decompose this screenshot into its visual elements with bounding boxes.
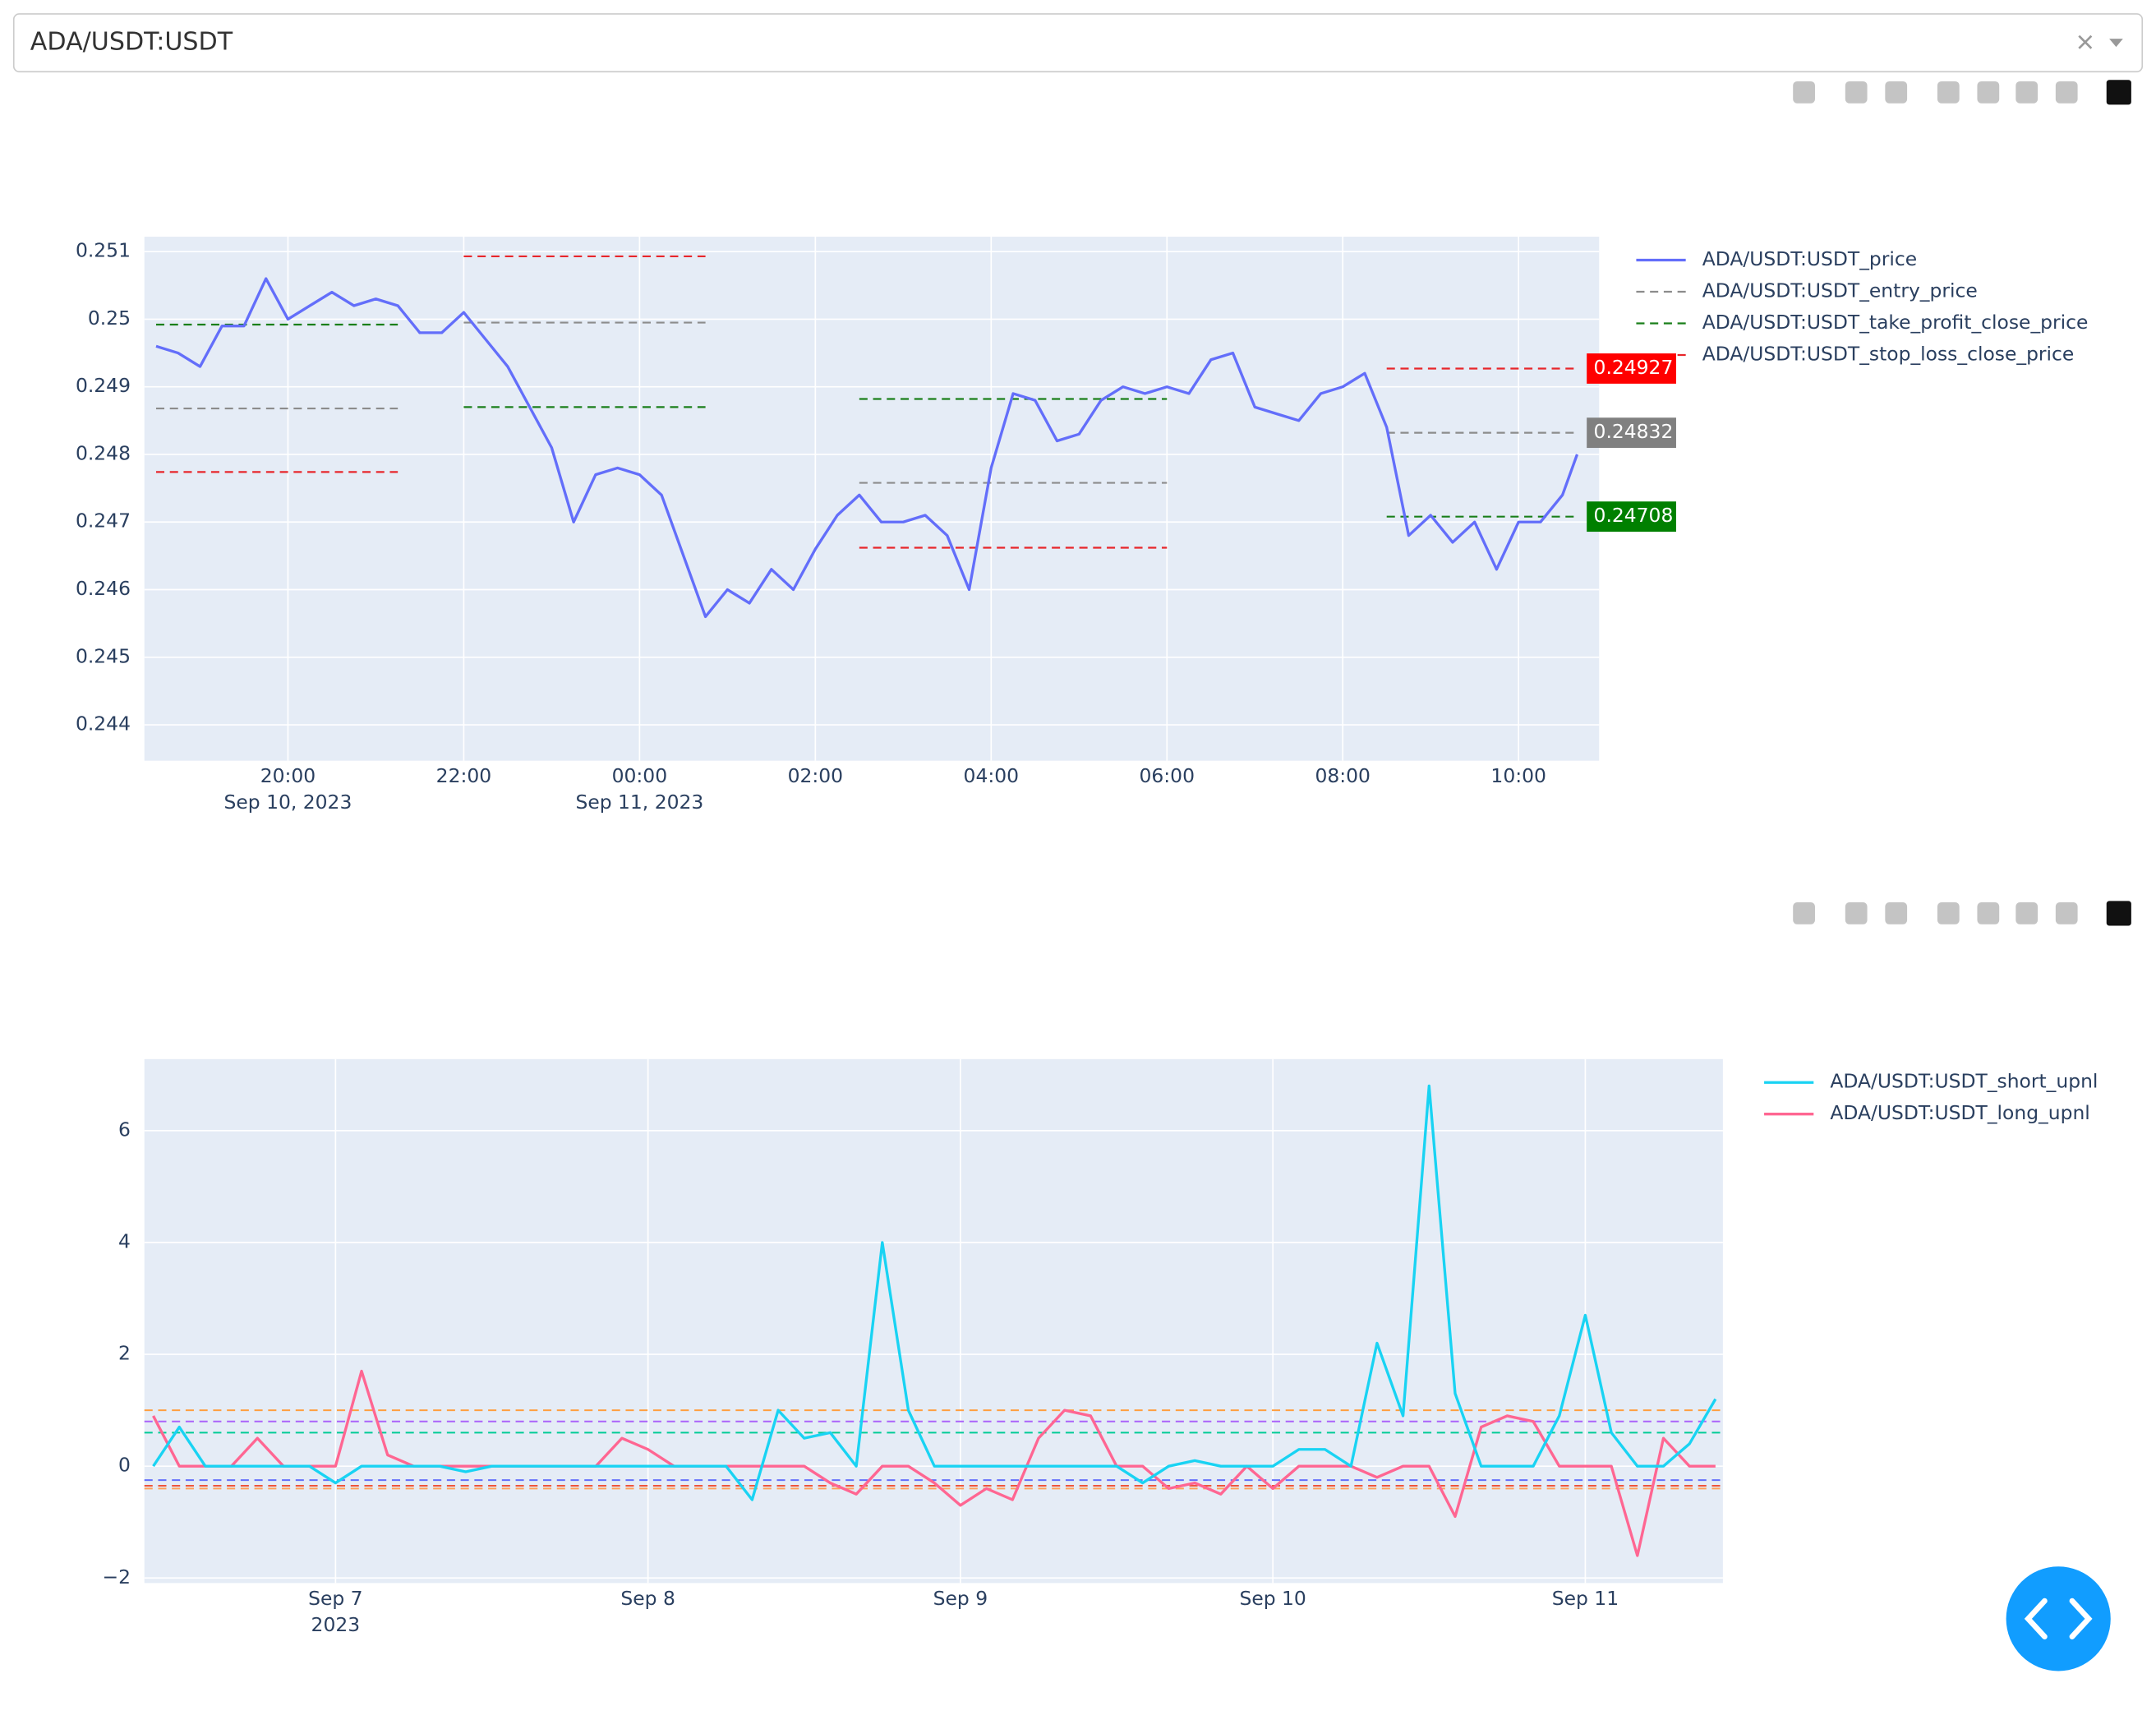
legend-label[interactable]: ADA/USDT:USDT_long_upnl [1830,1101,2089,1124]
dropdown-value: ADA/USDT:USDT [30,28,233,57]
y-tick-label: 0.25 [88,307,131,330]
y-tick-label: 6 [118,1118,131,1141]
code-icon [2024,1598,2093,1639]
series-line [155,277,1579,619]
y-tick-label: 0 [118,1454,131,1477]
plot-area [144,237,1600,761]
end-label: 0.24927 [1594,356,1674,379]
x-tick-sublabel: 2023 [311,1613,361,1636]
x-tick-label: Sep 11 [1552,1587,1619,1610]
y-tick-label: 2 [118,1342,131,1365]
modebar-button[interactable] [2055,81,2078,104]
x-tick-label: Sep 8 [620,1587,675,1610]
legend-label[interactable]: ADA/USDT:USDT_entry_price [1702,279,1978,302]
modebar[interactable] [1793,80,2131,105]
plotly-logo[interactable] [2106,901,2131,926]
code-button[interactable] [2006,1566,2111,1671]
x-tick-label: 00:00 [612,764,667,787]
x-tick-sublabel: Sep 11, 2023 [575,791,703,814]
clear-icon[interactable] [2078,35,2093,49]
y-tick-label: 0.244 [76,712,131,735]
modebar-button[interactable] [1793,81,1815,104]
modebar-button[interactable] [1845,902,1868,924]
modebar-button[interactable] [1937,81,1960,104]
y-tick-label: 0.249 [76,374,131,397]
y-tick-label: 0.251 [76,239,131,262]
modebar-button[interactable] [2055,902,2078,924]
x-tick-label: 20:00 [260,764,316,787]
y-tick-label: 0.248 [76,441,131,464]
legend-label[interactable]: ADA/USDT:USDT_stop_loss_close_price [1702,342,2075,365]
x-tick-label: 10:00 [1490,764,1546,787]
modebar-button[interactable] [1793,902,1815,924]
x-tick-label: 02:00 [788,764,843,787]
y-tick-label: 0.247 [76,509,131,533]
x-tick-label: Sep 7 [308,1587,362,1610]
modebar-button[interactable] [1845,81,1868,104]
modebar-button[interactable] [1977,81,2000,104]
legend-label[interactable]: ADA/USDT:USDT_price [1702,247,1917,270]
modebar-button[interactable] [1977,902,2000,924]
chart: 0.244 0.245 0.246 0.247 0.248 0.249 0.25 0.251 2… [76,237,2088,814]
y-tick-label: −2 [102,1565,131,1588]
x-tick-label: 08:00 [1315,764,1370,787]
chart: −2 0 2 4 6 Sep 7 2023 Sep 8 Sep 9 Sep 10 Sep 11 ADA… [102,1058,2098,1636]
x-tick-label: Sep 9 [933,1587,988,1610]
modebar[interactable] [1793,901,2131,926]
legend-label[interactable]: ADA/USDT:USDT_take_profit_close_price [1702,311,2089,334]
x-tick-label: 06:00 [1140,764,1195,787]
y-tick-label: 0.246 [76,577,131,600]
x-tick-label: 04:00 [964,764,1019,787]
modebar-button[interactable] [2015,81,2039,104]
end-label: 0.24832 [1594,420,1674,443]
y-tick-label: 0.245 [76,644,131,667]
dropdown-arrow[interactable] [2109,39,2123,48]
x-tick-label: Sep 10 [1239,1587,1306,1610]
dropdown-box[interactable] [12,13,2144,73]
legend-label[interactable]: ADA/USDT:USDT_short_upnl [1830,1070,2098,1093]
x-tick-label: 22:00 [436,764,491,787]
x-tick-sublabel: Sep 10, 2023 [224,791,352,814]
end-label-box [1587,353,1676,384]
dropdown[interactable]: ADA/USDT:USDT [12,13,2144,73]
float-button[interactable] [2006,1566,2111,1671]
modebar-button[interactable] [1937,902,1960,924]
modebar-button[interactable] [2015,902,2039,924]
plot-area [144,1058,1723,1584]
end-label-box [1587,417,1676,449]
plotly-logo[interactable] [2106,80,2131,105]
series-line [152,1084,1717,1501]
modebar-button[interactable] [1885,902,1908,924]
end-label-box [1587,501,1676,533]
modebar-button[interactable] [1885,81,1908,104]
y-tick-label: 4 [118,1229,131,1252]
end-label: 0.24708 [1594,504,1674,527]
